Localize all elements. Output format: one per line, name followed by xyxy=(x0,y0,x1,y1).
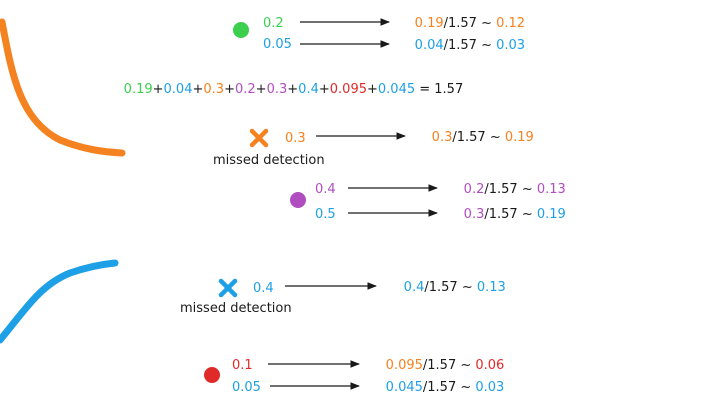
g3-result-1: 0.2/1.57 ~ 0.13 xyxy=(443,182,578,197)
g5-result-2: 0.045/1.57 ~ 0.03 xyxy=(365,380,517,395)
red-circle-icon xyxy=(204,367,220,383)
g1-input-2: 0.05 xyxy=(263,37,292,52)
blue-cross-icon xyxy=(218,278,238,298)
g3-input-1: 0.4 xyxy=(315,182,336,197)
g4-missed-label: missed detection xyxy=(180,301,292,316)
g2-result-1: 0.3/1.57 ~ 0.19 xyxy=(411,130,546,145)
orange-curve xyxy=(0,18,126,157)
g1-result-1: 0.19/1.57 ~ 0.12 xyxy=(394,16,537,31)
g4-input-1: 0.4 xyxy=(253,281,274,296)
green-circle-icon xyxy=(233,22,249,38)
g5-result-1: 0.095/1.57 ~ 0.06 xyxy=(365,358,517,373)
purple-circle-icon xyxy=(290,192,306,208)
g1-input-1: 0.2 xyxy=(263,16,284,31)
orange-cross-icon xyxy=(249,128,269,148)
g2-missed-label: missed detection xyxy=(213,153,325,168)
g1-result-2: 0.04/1.57 ~ 0.03 xyxy=(394,38,537,53)
g5-input-1: 0.1 xyxy=(232,358,253,373)
g4-result-1: 0.4/1.57 ~ 0.13 xyxy=(383,280,518,295)
blue-curve xyxy=(0,259,119,344)
g2-input-1: 0.3 xyxy=(285,131,306,146)
g3-input-2: 0.5 xyxy=(315,207,336,222)
sum-equation: 0.19+0.04+0.3+0.2+0.3+0.4+0.095+0.045 = … xyxy=(103,82,476,97)
g5-input-2: 0.05 xyxy=(232,380,261,395)
g3-result-2: 0.3/1.57 ~ 0.19 xyxy=(443,207,578,222)
